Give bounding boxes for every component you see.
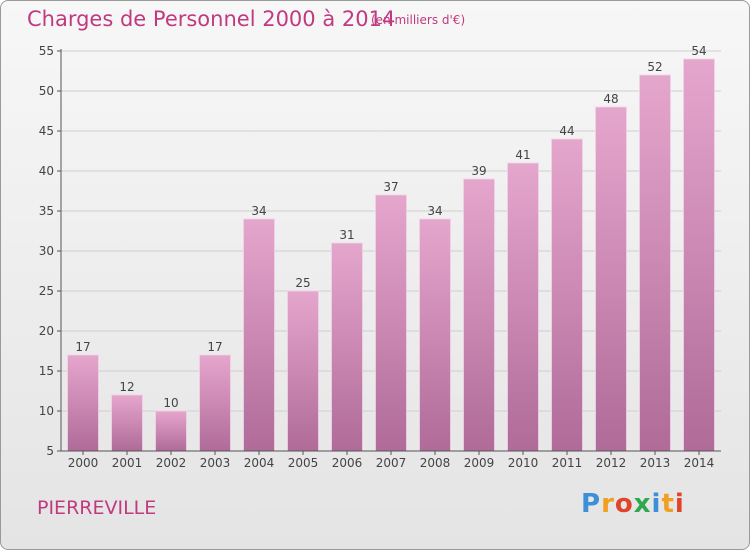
x-tick-label: 2009 <box>464 456 495 470</box>
bar <box>331 242 363 452</box>
bar <box>595 106 627 452</box>
proxiti-logo[interactable]: Proxiti <box>581 489 685 519</box>
y-tick-label: 55 <box>39 44 54 58</box>
logo-letter: r <box>601 489 615 519</box>
chart-unit: (en milliers d'€) <box>371 13 466 27</box>
x-tick-label: 2010 <box>508 456 539 470</box>
bar <box>375 194 407 452</box>
y-tick-label: 40 <box>39 164 54 178</box>
bar <box>111 394 143 452</box>
bar <box>199 354 231 452</box>
bar-value-label: 52 <box>647 60 662 74</box>
y-tick-label: 30 <box>39 244 54 258</box>
bar <box>67 354 99 452</box>
place-name: PIERREVILLE <box>37 497 157 519</box>
bar <box>287 290 319 452</box>
bar <box>551 138 583 452</box>
bar <box>639 74 671 452</box>
y-tick-label: 25 <box>39 284 54 298</box>
logo-letter: t <box>661 489 675 519</box>
bar-value-label: 10 <box>163 396 178 410</box>
bar-value-label: 17 <box>207 340 222 354</box>
bar-value-label: 39 <box>471 164 486 178</box>
chart-title: Charges de Personnel 2000 à 2014 <box>27 7 396 31</box>
y-tick-label: 45 <box>39 124 54 138</box>
bar-value-label: 41 <box>515 148 530 162</box>
bar-value-label: 34 <box>251 204 266 218</box>
x-tick-label: 2007 <box>376 456 407 470</box>
x-tick-label: 2013 <box>640 456 671 470</box>
bar-value-label: 31 <box>339 228 354 242</box>
y-tick-label: 10 <box>39 404 54 418</box>
bar <box>463 178 495 452</box>
data-labels: 17 12 10 17 34 25 31 37 34 39 41 44 48 52 54 <box>75 44 706 410</box>
bar-value-label: 44 <box>559 124 574 138</box>
bar-value-label: 25 <box>295 276 310 290</box>
bar-value-label: 34 <box>427 204 442 218</box>
bar <box>419 218 451 452</box>
logo-letter: P <box>581 489 602 519</box>
bar <box>683 58 715 452</box>
y-tick-label: 5 <box>46 444 54 458</box>
x-tick-label: 2000 <box>68 456 99 470</box>
x-tick-label: 2011 <box>552 456 583 470</box>
x-tick-label: 2004 <box>244 456 275 470</box>
bar-value-label: 37 <box>383 180 398 194</box>
y-tick-label: 35 <box>39 204 54 218</box>
y-tick-label: 20 <box>39 324 54 338</box>
x-tick-label: 2014 <box>684 456 715 470</box>
x-tick-label: 2012 <box>596 456 627 470</box>
x-tick-label: 2003 <box>200 456 231 470</box>
bar-value-label: 17 <box>75 340 90 354</box>
x-tick-label: 2002 <box>156 456 187 470</box>
logo-letter: x <box>633 489 652 519</box>
x-tick-label: 2005 <box>288 456 319 470</box>
logo-letter: i <box>674 489 685 519</box>
logo-letter: o <box>614 489 634 519</box>
bar <box>155 410 187 452</box>
bar-value-label: 54 <box>691 44 706 58</box>
logo-letter: i <box>651 489 662 519</box>
bars <box>67 58 715 452</box>
x-tick-label: 2008 <box>420 456 451 470</box>
x-axis-ticks: 2000 2001 2002 2003 2004 2005 2006 2007 2008 2009… <box>68 451 715 470</box>
bar-value-label: 12 <box>119 380 134 394</box>
x-tick-label: 2001 <box>112 456 143 470</box>
bar <box>243 218 275 452</box>
bar-value-label: 48 <box>603 92 618 106</box>
y-tick-label: 15 <box>39 364 54 378</box>
x-tick-label: 2006 <box>332 456 363 470</box>
bar <box>507 162 539 452</box>
y-tick-label: 50 <box>39 84 54 98</box>
y-axis-ticks: 5 10 15 20 25 30 35 40 45 50 55 <box>39 44 61 458</box>
